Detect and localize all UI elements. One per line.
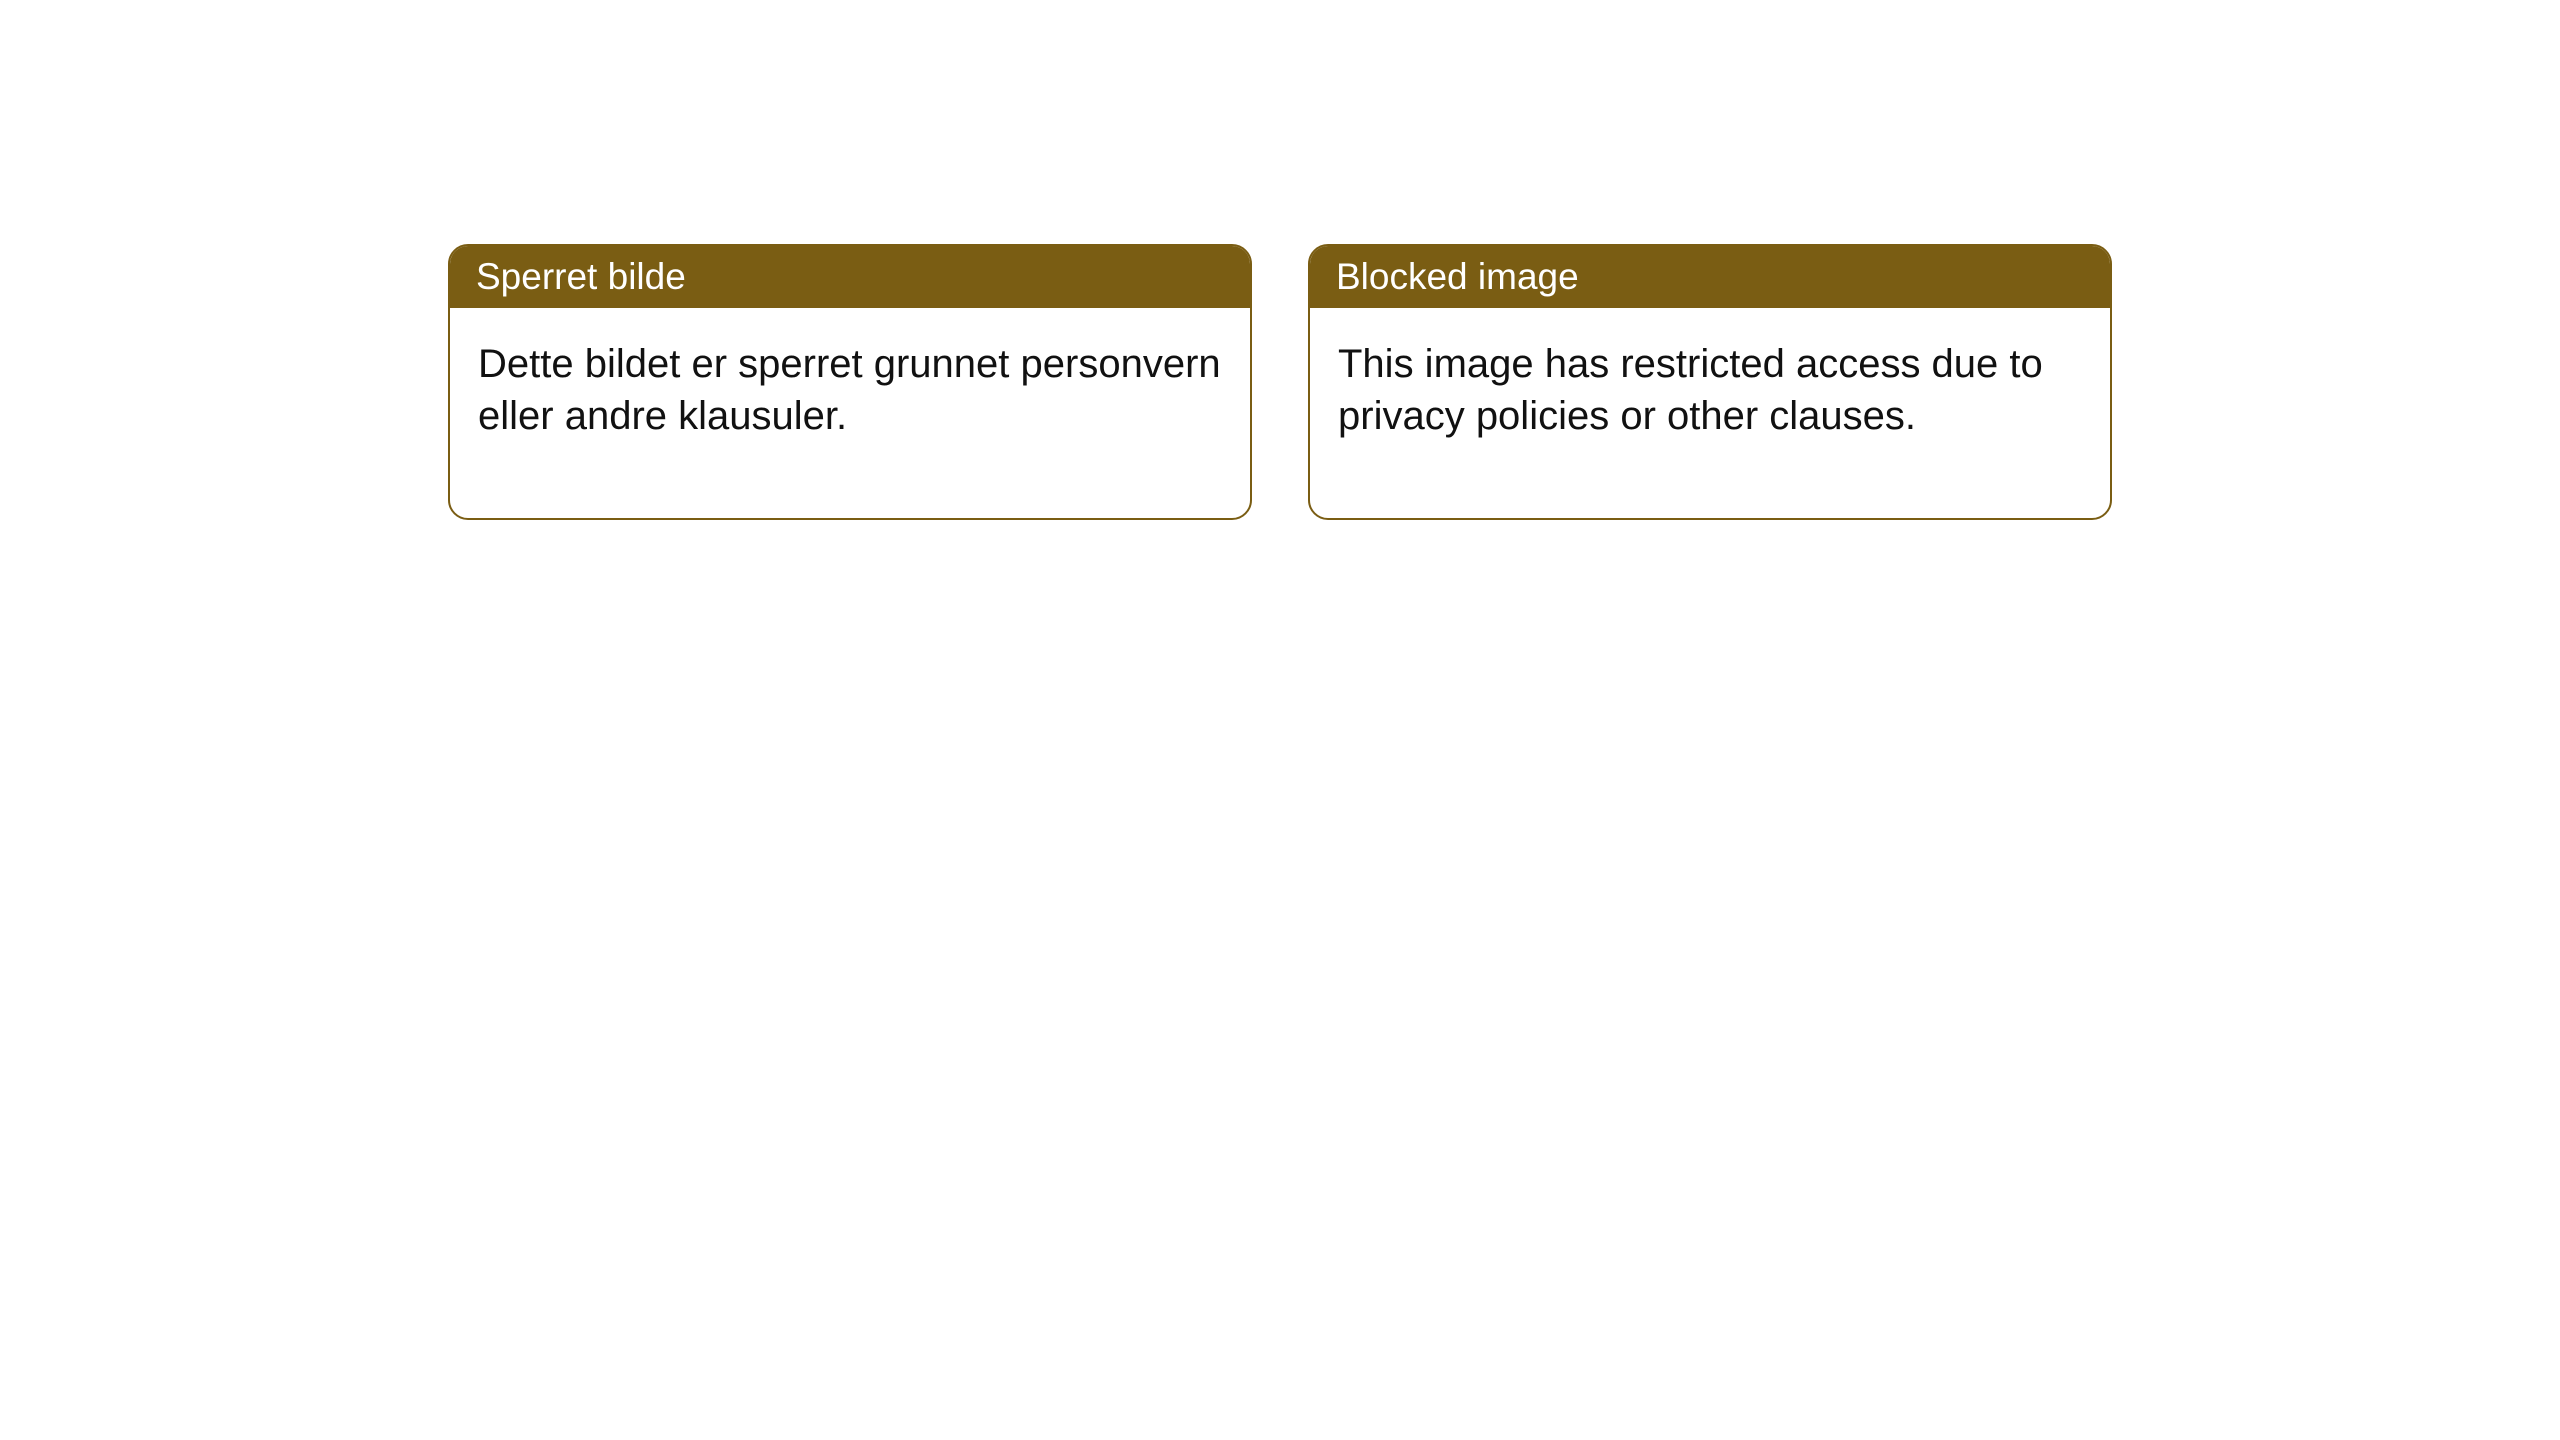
notice-title: Blocked image bbox=[1336, 256, 1579, 297]
notice-box-norwegian: Sperret bilde Dette bildet er sperret gr… bbox=[448, 244, 1252, 520]
notice-body: This image has restricted access due to … bbox=[1310, 308, 2110, 518]
notice-title: Sperret bilde bbox=[476, 256, 686, 297]
notice-header: Sperret bilde bbox=[450, 246, 1250, 308]
notice-body: Dette bildet er sperret grunnet personve… bbox=[450, 308, 1250, 518]
notice-body-text: Dette bildet er sperret grunnet personve… bbox=[478, 342, 1221, 438]
notice-header: Blocked image bbox=[1310, 246, 2110, 308]
notice-box-english: Blocked image This image has restricted … bbox=[1308, 244, 2112, 520]
notice-container: Sperret bilde Dette bildet er sperret gr… bbox=[448, 244, 2112, 520]
notice-body-text: This image has restricted access due to … bbox=[1338, 342, 2043, 438]
